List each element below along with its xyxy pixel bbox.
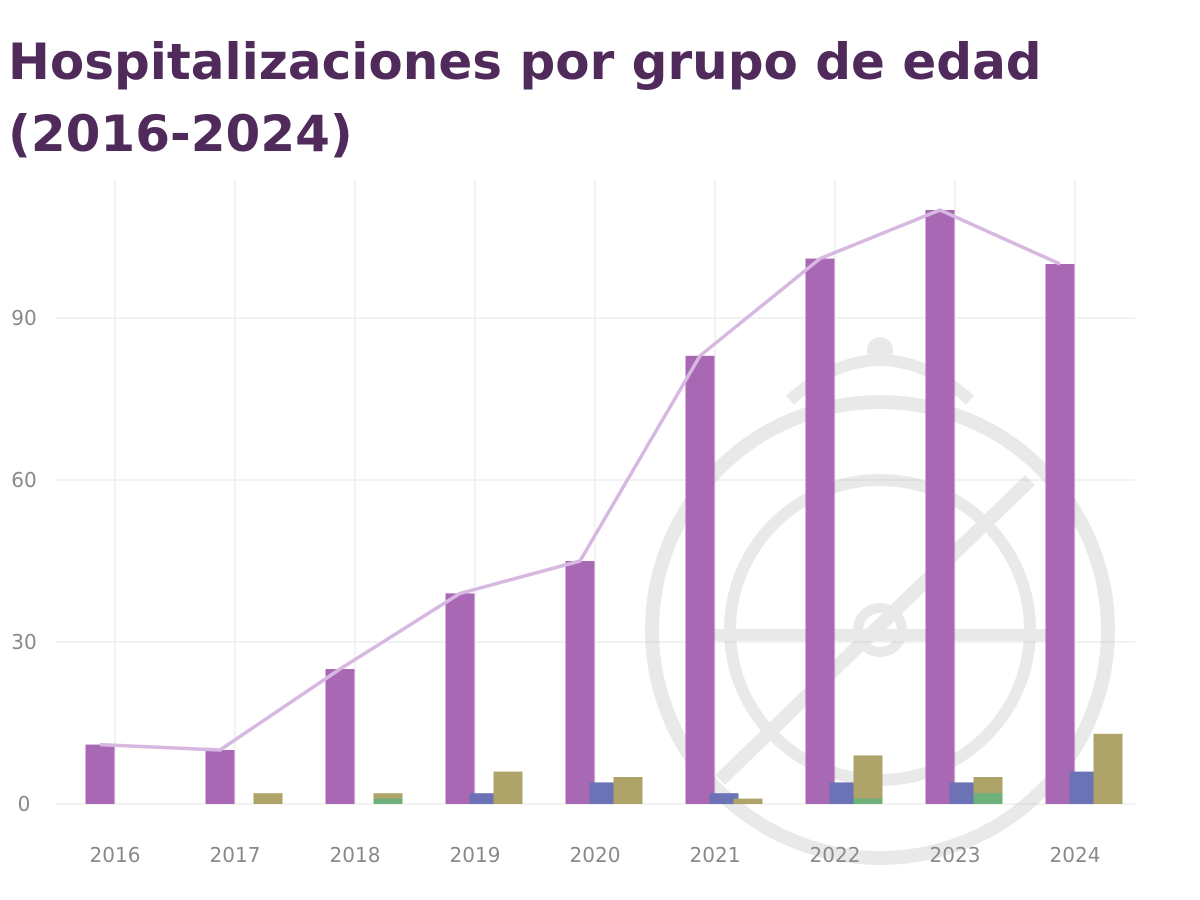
y-tick-label: 0: [18, 792, 31, 816]
x-tick-label: 2017: [210, 843, 261, 867]
bar-series-1-2017: [205, 750, 235, 804]
x-tick-label: 2016: [90, 843, 141, 867]
bar-series-1-2020: [565, 561, 595, 804]
bar-series-1-2019: [445, 593, 475, 804]
bar-series-3-2020: [613, 777, 643, 804]
bar-series-2-2022: [829, 782, 859, 804]
bar-series-1-2022: [805, 258, 835, 805]
bar-series-3-2021: [733, 798, 763, 804]
bar-series-2-2023: [949, 782, 979, 804]
bar-series-1-2021: [685, 355, 715, 804]
y-tick-label: 30: [11, 630, 36, 654]
bar-series-2-2019: [469, 793, 499, 804]
total-line-layer: [99, 208, 1061, 752]
x-tick-label: 2018: [330, 843, 381, 867]
bar-series-1-2018: [325, 669, 355, 804]
bar-series-3-2017: [253, 793, 283, 804]
x-tick-label: 2020: [570, 843, 621, 867]
bar-series-3-2024: [1093, 733, 1123, 804]
bars-layer: [85, 210, 1123, 805]
x-tick-label: 2019: [450, 843, 501, 867]
axis-labels-layer: 0 30 60 90 2016 2017 2018 2019 2020 2021 2022 2023 2…: [11, 306, 1100, 867]
bar-series-1-2024: [1045, 264, 1075, 804]
x-tick-label: 2023: [930, 843, 981, 867]
y-tick-label: 60: [11, 468, 36, 492]
y-tick-label: 90: [11, 306, 36, 330]
bar-series-2-2020: [589, 782, 619, 804]
x-tick-label: 2021: [690, 843, 741, 867]
bar-series-1-2023: [925, 210, 955, 804]
chart-title-container: Hospitalizaciones por grupo de edad (201…: [8, 26, 1158, 170]
bar-series-3-2022: [853, 755, 883, 804]
bar-series-1-2016: [85, 744, 115, 804]
bar-series-4-2022: [853, 798, 883, 804]
grid-layer: [55, 180, 1135, 805]
bar-series-4-2018: [373, 798, 403, 804]
bar-series-4-2023: [973, 793, 1003, 804]
x-tick-label: 2024: [1050, 843, 1101, 867]
bar-series-3-2019: [493, 771, 523, 804]
bar-series-2-2021: [709, 793, 739, 804]
x-tick-label: 2022: [810, 843, 861, 867]
total-line: [99, 208, 1061, 752]
chart-title: Hospitalizaciones por grupo de edad (201…: [8, 33, 1042, 163]
